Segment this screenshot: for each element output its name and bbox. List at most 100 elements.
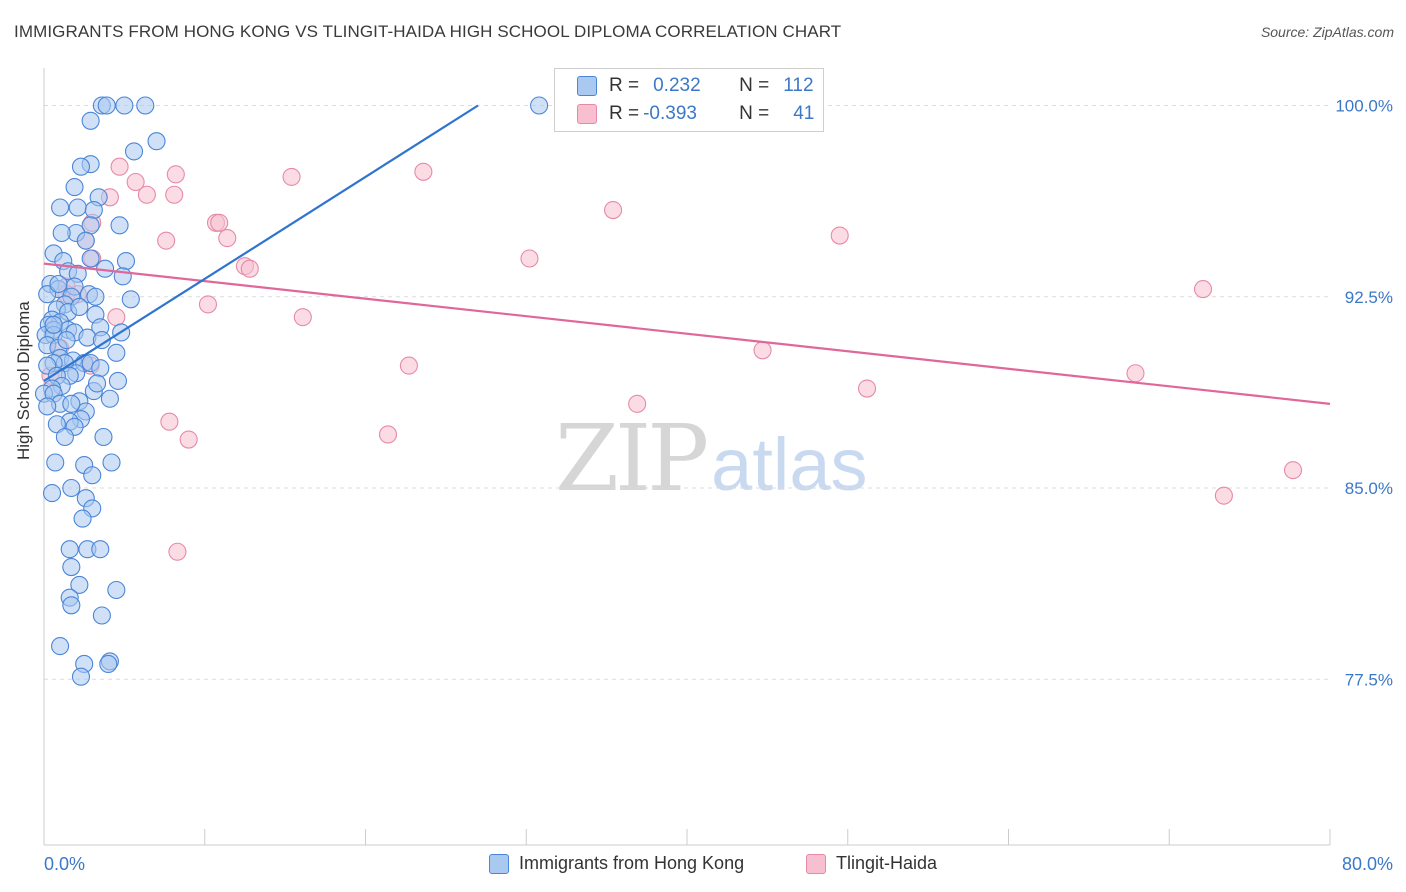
pink-point <box>1193 280 1213 299</box>
blue-point <box>100 389 119 408</box>
blue-point <box>44 315 63 334</box>
pink-point <box>165 185 184 204</box>
pink-point <box>604 201 623 220</box>
y-tick-label: 92.5% <box>1345 288 1393 307</box>
blue-point <box>92 331 111 350</box>
pink-point <box>240 259 259 278</box>
pink-point <box>110 157 129 176</box>
blue-swatch <box>489 853 509 874</box>
blue-point <box>86 287 105 306</box>
x-tick-label: 80.0% <box>1342 854 1393 874</box>
blue-point <box>81 111 100 130</box>
blue-point <box>530 96 549 115</box>
pink-point <box>520 249 539 268</box>
pink-point <box>282 167 301 186</box>
blue-point <box>47 415 66 434</box>
series-legend: Immigrants from Hong Kong Tlingit-Haida <box>0 853 1406 877</box>
watermark: ZIPatlas <box>555 405 867 512</box>
blue-point <box>108 371 127 390</box>
watermark-zip: ZIP <box>555 405 709 512</box>
n-label: N = <box>739 103 770 124</box>
watermark-atlas: atlas <box>711 423 868 506</box>
blue-point <box>87 374 107 393</box>
y-axis-label: High School Diploma <box>14 301 33 460</box>
legend-label: Tlingit-Haida <box>836 853 938 873</box>
blue-point <box>62 394 81 413</box>
blue-point <box>91 540 110 559</box>
blue-point <box>68 198 87 217</box>
pink-point <box>628 394 647 413</box>
stats-legend: R = 0.232 N = 112 R = -0.393 N = 41 <box>554 68 824 132</box>
blue-point <box>110 216 129 235</box>
stats-legend-row-pink: R = -0.393 N = 41 <box>577 103 814 125</box>
pink-point <box>414 162 433 181</box>
blue-point <box>60 540 79 559</box>
blue-point <box>42 484 62 503</box>
blue-point <box>136 96 155 115</box>
blue-point <box>121 290 140 309</box>
blue-point <box>49 274 68 294</box>
chart-title: IMMIGRANTS FROM HONG KONG VS TLINGIT-HAI… <box>14 22 842 41</box>
blue-point <box>94 427 113 447</box>
blue-point <box>46 453 65 472</box>
blue-point <box>115 96 134 115</box>
r-label: R = <box>609 103 640 124</box>
source-label: Source: ZipAtlas.com <box>1260 24 1394 40</box>
blue-point <box>71 157 91 176</box>
pink-point <box>830 226 849 245</box>
pink-point <box>293 308 312 327</box>
blue-point <box>52 223 71 243</box>
pink-swatch <box>806 853 826 874</box>
n-label: N = <box>739 75 770 96</box>
blue-point <box>102 453 121 472</box>
blue-point <box>70 575 89 594</box>
blue-point <box>51 198 70 217</box>
legend-item-hong-kong[interactable]: Immigrants from Hong Kong <box>489 853 744 874</box>
n-value: 112 <box>783 75 814 96</box>
blue-point <box>55 427 74 447</box>
y-tick-label: 100.0% <box>1335 97 1393 116</box>
blue-point <box>116 251 136 271</box>
blue-point <box>107 343 126 362</box>
legend-label: Immigrants from Hong Kong <box>519 853 745 873</box>
pink-point <box>107 308 126 327</box>
blue-point <box>62 478 81 498</box>
blue-swatch <box>577 76 597 96</box>
blue-point <box>83 466 102 485</box>
legend-item-tlingit-haida[interactable]: Tlingit-Haida <box>806 853 937 874</box>
pink-point <box>210 213 229 232</box>
blue-point <box>97 96 116 115</box>
pink-point <box>1126 364 1145 383</box>
blue-point <box>57 331 76 350</box>
blue-point <box>99 654 118 674</box>
blue-point <box>81 249 100 268</box>
blue-point <box>91 359 110 378</box>
pink-point <box>1283 461 1303 480</box>
pink-point <box>137 185 156 204</box>
pink-point <box>179 430 198 449</box>
pink-point <box>218 229 237 248</box>
blue-point <box>124 142 144 161</box>
pink-point <box>399 356 418 375</box>
pink-point <box>126 172 145 192</box>
pink-swatch <box>577 104 597 124</box>
n-value: 41 <box>793 103 815 124</box>
blue-point <box>62 596 81 615</box>
x-tick-label: 0.0% <box>44 854 85 874</box>
pink-point <box>1214 486 1233 505</box>
r-label: R = <box>609 75 640 96</box>
blue-point <box>70 297 89 317</box>
blue-point <box>147 132 166 151</box>
blue-point <box>38 285 57 304</box>
pink-point <box>378 425 398 444</box>
blue-point <box>51 637 70 656</box>
pink-point <box>198 295 218 314</box>
pink-point <box>753 341 772 360</box>
blue-point <box>65 178 84 197</box>
blue-point <box>62 557 81 577</box>
blue-point <box>38 397 57 416</box>
pink-point <box>168 542 187 561</box>
r-value: 0.232 <box>653 75 701 96</box>
blue-point <box>76 231 95 250</box>
